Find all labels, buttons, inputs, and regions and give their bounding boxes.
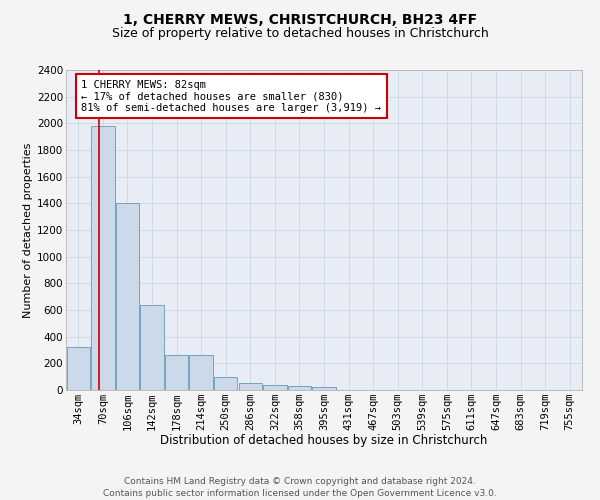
Text: Size of property relative to detached houses in Christchurch: Size of property relative to detached ho…	[112, 28, 488, 40]
Bar	[91, 126, 115, 390]
Text: 1 CHERRY MEWS: 82sqm
← 17% of detached houses are smaller (830)
81% of semi-deta: 1 CHERRY MEWS: 82sqm ← 17% of detached h…	[82, 80, 382, 113]
Bar	[288, 386, 311, 390]
Bar	[67, 348, 90, 390]
Bar	[140, 304, 164, 390]
X-axis label: Distribution of detached houses by size in Christchurch: Distribution of detached houses by size …	[160, 434, 488, 448]
Text: 1, CHERRY MEWS, CHRISTCHURCH, BH23 4FF: 1, CHERRY MEWS, CHRISTCHURCH, BH23 4FF	[123, 12, 477, 26]
Bar	[313, 386, 335, 390]
Bar	[165, 356, 188, 390]
Text: Contains HM Land Registry data © Crown copyright and database right 2024.
Contai: Contains HM Land Registry data © Crown c…	[103, 476, 497, 498]
Bar	[263, 384, 287, 390]
Bar	[116, 204, 139, 390]
Bar	[239, 384, 262, 390]
Y-axis label: Number of detached properties: Number of detached properties	[23, 142, 33, 318]
Bar	[190, 356, 213, 390]
Bar	[214, 378, 238, 390]
